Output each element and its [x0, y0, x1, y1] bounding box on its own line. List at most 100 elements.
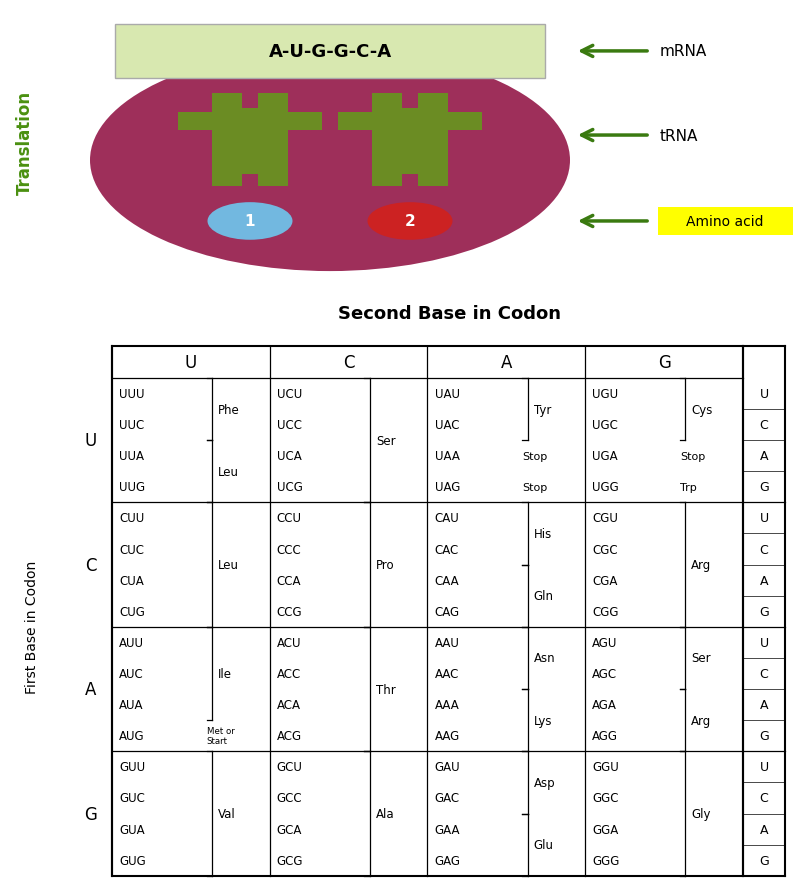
Bar: [258, 94, 288, 111]
Bar: [178, 114, 322, 131]
Text: C: C: [343, 354, 354, 372]
Text: CUG: CUG: [119, 605, 145, 618]
Text: mRNA: mRNA: [660, 45, 707, 59]
Text: Amino acid: Amino acid: [686, 215, 764, 229]
Text: CAC: CAC: [434, 543, 458, 556]
Text: ACU: ACU: [277, 637, 302, 649]
Text: Third Base in Codon: Third Base in Codon: [798, 558, 800, 696]
Text: CCA: CCA: [277, 574, 302, 587]
Text: GGA: GGA: [592, 822, 618, 836]
Text: U: U: [759, 637, 769, 649]
Text: G: G: [759, 481, 769, 493]
Text: GAA: GAA: [434, 822, 460, 836]
Text: Trp: Trp: [680, 482, 697, 493]
Bar: [212, 94, 242, 111]
Text: Stop: Stop: [522, 451, 547, 461]
Text: GUC: GUC: [119, 791, 145, 805]
Text: AGU: AGU: [592, 637, 618, 649]
Text: CGA: CGA: [592, 574, 618, 587]
Text: AAA: AAA: [434, 698, 459, 712]
Text: tRNA: tRNA: [660, 129, 698, 143]
Text: ACC: ACC: [277, 667, 301, 680]
Text: Cys: Cys: [691, 403, 713, 416]
Text: Stop: Stop: [522, 482, 547, 493]
Text: UGC: UGC: [592, 418, 618, 432]
Text: C: C: [760, 543, 768, 556]
Text: GCG: GCG: [277, 854, 303, 866]
Text: C: C: [760, 667, 768, 680]
Text: AAC: AAC: [434, 667, 459, 680]
Text: U: U: [759, 387, 769, 401]
Text: Leu: Leu: [218, 559, 239, 571]
Text: GUG: GUG: [119, 854, 146, 866]
Text: AAU: AAU: [434, 637, 459, 649]
Text: ACG: ACG: [277, 730, 302, 742]
Text: UAC: UAC: [434, 418, 459, 432]
Text: UGA: UGA: [592, 450, 618, 463]
Text: UUC: UUC: [119, 418, 144, 432]
Text: CAG: CAG: [434, 605, 460, 618]
Text: CGG: CGG: [592, 605, 618, 618]
Text: Lys: Lys: [534, 714, 552, 727]
Text: AUA: AUA: [119, 698, 143, 712]
Text: ACA: ACA: [277, 698, 301, 712]
Text: CUC: CUC: [119, 543, 144, 556]
Text: UCC: UCC: [277, 418, 302, 432]
Bar: [258, 175, 288, 187]
Text: AGA: AGA: [592, 698, 617, 712]
Text: GGU: GGU: [592, 761, 619, 773]
Text: Val: Val: [218, 807, 236, 820]
Text: Ile: Ile: [218, 667, 232, 680]
Bar: [372, 175, 402, 187]
Text: GUA: GUA: [119, 822, 145, 836]
FancyBboxPatch shape: [658, 208, 793, 235]
Text: GUU: GUU: [119, 761, 145, 773]
Text: U: U: [759, 512, 769, 525]
Text: Met or
Start: Met or Start: [206, 726, 234, 746]
Text: Pro: Pro: [376, 559, 394, 571]
Bar: [212, 109, 288, 175]
Text: 2: 2: [405, 215, 415, 229]
Bar: [112, 347, 743, 876]
Text: UCU: UCU: [277, 387, 302, 401]
Text: AGC: AGC: [592, 667, 618, 680]
Text: A: A: [501, 354, 512, 372]
Text: His: His: [534, 527, 552, 540]
Text: Asn: Asn: [534, 652, 555, 665]
Ellipse shape: [207, 203, 293, 240]
Text: Thr: Thr: [376, 683, 396, 696]
Text: UUA: UUA: [119, 450, 144, 463]
Text: UUG: UUG: [119, 481, 145, 493]
Text: AUG: AUG: [119, 730, 145, 742]
Text: GGG: GGG: [592, 854, 620, 866]
Text: GCU: GCU: [277, 761, 302, 773]
Text: A: A: [760, 698, 768, 712]
Text: U: U: [85, 432, 97, 450]
Text: First Base in Codon: First Base in Codon: [25, 561, 39, 694]
Text: AUC: AUC: [119, 667, 144, 680]
Text: CAA: CAA: [434, 574, 459, 587]
Text: G: G: [85, 805, 98, 822]
Text: C: C: [760, 418, 768, 432]
Text: UAU: UAU: [434, 387, 459, 401]
Text: G: G: [759, 730, 769, 742]
Text: GAU: GAU: [434, 761, 460, 773]
Text: G: G: [759, 854, 769, 866]
Text: UGG: UGG: [592, 481, 619, 493]
Bar: [338, 114, 482, 131]
Text: C: C: [86, 556, 97, 574]
Text: UAA: UAA: [434, 450, 459, 463]
Text: GAG: GAG: [434, 854, 461, 866]
Text: CUU: CUU: [119, 512, 144, 525]
Text: UCA: UCA: [277, 450, 302, 463]
Text: UUU: UUU: [119, 387, 145, 401]
Text: C: C: [760, 791, 768, 805]
Text: AUU: AUU: [119, 637, 144, 649]
Text: 1: 1: [245, 215, 255, 229]
Ellipse shape: [367, 203, 453, 240]
Text: CGC: CGC: [592, 543, 618, 556]
Text: GCA: GCA: [277, 822, 302, 836]
Text: GAC: GAC: [434, 791, 460, 805]
Text: G: G: [658, 354, 670, 372]
Bar: [372, 94, 402, 111]
